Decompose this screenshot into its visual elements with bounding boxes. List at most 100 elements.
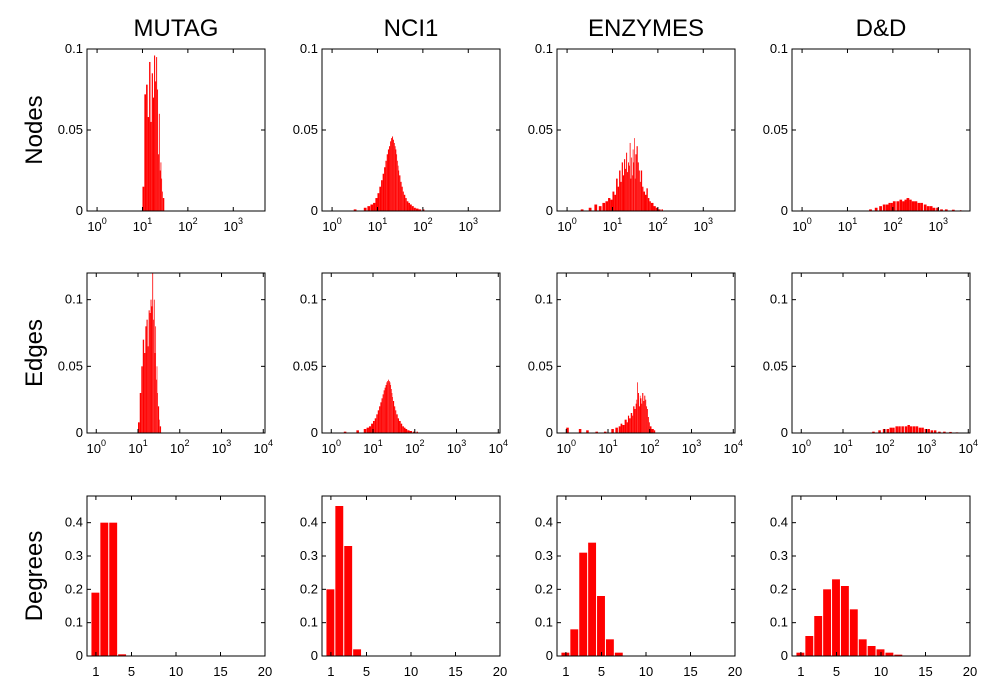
histogram-bar [118,654,127,656]
histogram-bar [326,589,335,656]
histogram-bar [375,198,378,211]
histogram-bar [91,592,100,656]
histogram-bar [885,204,889,211]
x-tick-label: 5 [598,664,605,677]
histogram-bar [627,415,630,433]
histogram-bar [595,431,598,433]
histogram-bar [644,194,647,211]
histogram-bar [397,160,398,211]
histogram-bar [393,142,395,211]
y-tick-label: 0 [76,648,83,663]
histogram-bar [643,401,645,433]
histogram-bar [628,165,630,211]
histogram-bar [647,417,649,433]
y-tick-label: 0.1 [300,292,318,307]
histogram-bar [648,422,650,433]
row-label-edges: Edges [21,319,48,387]
histogram-bar [634,178,636,211]
histogram-bar [915,426,919,433]
histogram-bar [159,426,162,433]
x-tick-label: 20 [258,664,272,677]
histogram-bar [899,199,903,211]
histogram-bar [649,201,651,211]
histogram-bar [155,326,157,433]
histogram-bar [353,209,357,211]
y-tick-label: 0.2 [535,581,553,596]
x-tick-label: 100 [87,438,106,456]
x-tick-label: 102 [413,216,432,234]
histogram-bar [162,191,163,211]
histogram-bar [157,89,159,211]
y-tick-label: 0 [546,425,553,440]
x-tick-label: 1 [562,664,569,677]
y-tick-label: 0.3 [535,548,553,563]
axes-frame [791,272,971,434]
histogram-bar [644,395,646,433]
histogram-bar [391,393,393,433]
histogram-bar [642,393,644,433]
histogram-bar [588,542,597,656]
y-tick-label: 0.1 [770,615,788,630]
histogram-bar [840,586,849,656]
histogram-bar [906,198,910,211]
histogram-bar [611,429,614,433]
x-tick-label: 20 [963,664,977,677]
histogram-bar [630,413,633,433]
histogram-bar [376,414,378,433]
x-tick-label: 101 [598,438,617,456]
histogram-bar [636,146,638,211]
histogram-bar [597,596,605,656]
x-tick-label: 100 [557,216,576,234]
y-tick-label: 0.4 [65,515,83,530]
histogram-bar [879,206,882,211]
histogram-bar [408,202,410,211]
histogram-bar [395,410,397,433]
histogram-bar [629,142,631,211]
histogram-bar [911,201,915,211]
subplot-mutag-nodes: 0 0.05 0.1 100 101 102 103 [58,41,266,234]
histogram-bar [397,418,400,433]
histogram-bar [374,418,377,433]
histogram-bar [409,204,412,211]
histogram-bar [645,399,647,433]
histogram-bar [145,326,147,433]
histogram-bar [909,199,912,211]
histogram-bar [151,73,153,211]
histogram-bar [161,178,163,211]
histogram-bar [402,191,404,211]
histogram-bar [858,639,867,656]
y-tick-label: 0 [311,425,318,440]
histogram-bar [912,426,916,433]
histogram-bar [650,202,654,211]
x-tick-label: 102 [883,216,902,234]
histogram-bar [153,299,155,433]
y-tick-label: 0.1 [770,292,788,307]
x-tick-label: 5 [363,664,370,677]
histogram-bar [381,398,383,433]
histogram-bar [605,201,609,211]
y-tick-label: 0.1 [65,292,83,307]
histogram-bar [156,57,158,211]
histogram-bar [647,409,648,433]
histogram-bar [586,430,589,433]
histogram-bar [814,616,823,656]
histogram-bar [387,381,389,433]
histogram-bar [636,399,638,433]
y-tick-label: 0 [781,203,788,218]
histogram-bar [411,206,414,211]
axes-frame [86,272,266,434]
histogram-bar [620,423,623,433]
histogram-bar [335,506,344,656]
histogram-bar [885,652,894,656]
subplot-d-d-degrees: 00.10.20.30.41 5 10 15 20 [770,495,977,677]
histogram-bar [403,427,406,433]
histogram-bar [898,426,901,433]
x-tick-label: 104 [959,438,978,456]
histogram-bar [415,208,419,211]
y-tick-label: 0.4 [300,515,318,530]
histogram-bar [566,427,569,433]
histogram-bar [889,427,893,433]
subplot-grid: MUTAG NCI1 ENZYMES D&D Nodes Edges Degrees 0 0.0… [21,15,978,677]
histogram-bar [570,629,579,656]
